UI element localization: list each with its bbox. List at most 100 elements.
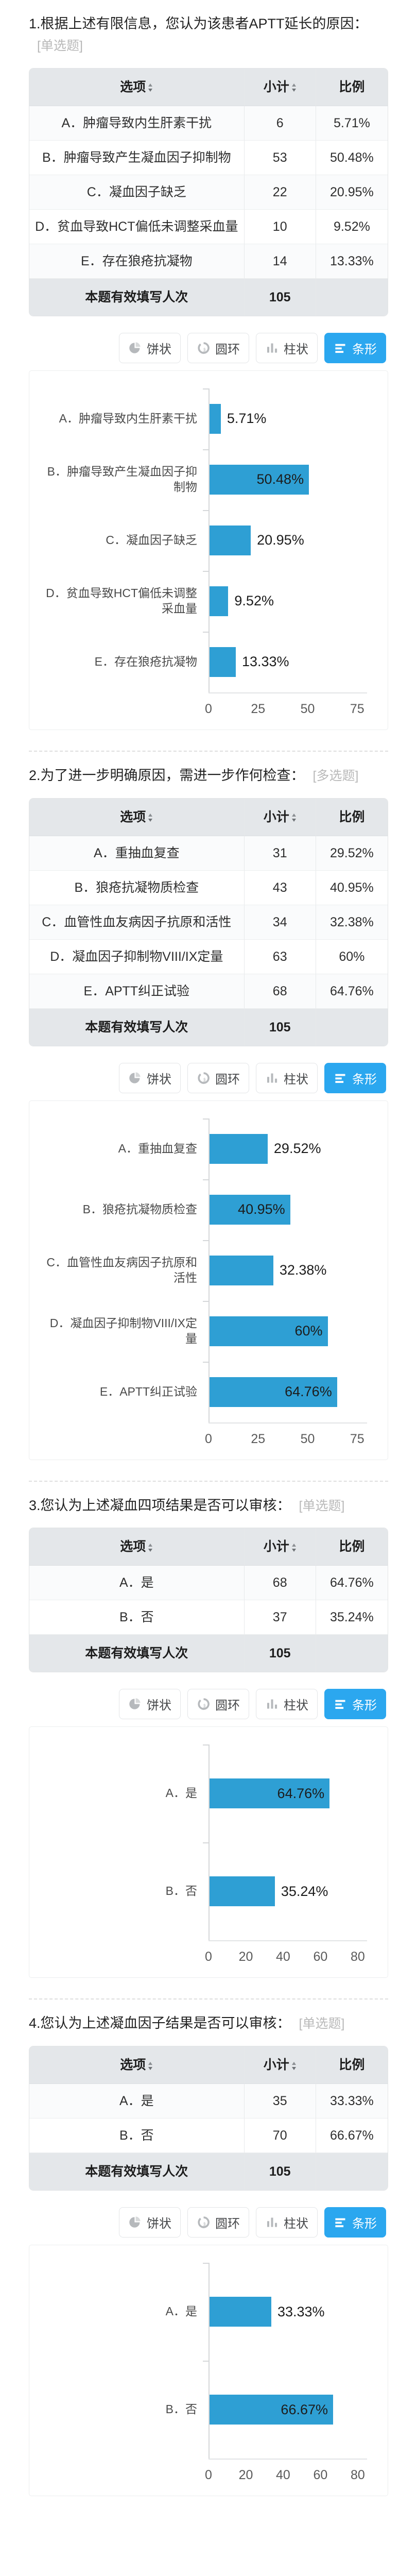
question-type-badge: [多选题] [312,768,359,783]
axis-tick-label: 25 [251,1431,266,1446]
bar-track: 50.48% [203,449,367,510]
chart-type-button-圆环[interactable]: 圆环 [187,332,249,363]
total-value: 105 [244,278,316,316]
bar-value-label: 29.52% [273,1141,321,1157]
sort-arrows-icon[interactable] [148,813,153,822]
bar-value-label: 66.67% [281,2401,328,2417]
stats-table: 选项 小计 比例 A．是 68 64.76% B．否 37 35.24% 本题有效填写人次 105 [29,1528,388,1673]
total-label: 本题有效填写人次 [29,1635,245,1672]
bar-fill[interactable] [210,1316,328,1346]
table-row: E．APTT纠正试验 68 64.76% [29,974,388,1009]
chart-type-label: 饼状 [147,2217,171,2231]
column-header-ratio: 比例 [316,2046,388,2084]
option-cell: E．存在狼疮抗凝物 [29,244,245,279]
chart-type-button-条形[interactable]: 条形 [324,332,386,363]
bar-fill[interactable] [210,647,236,677]
bar-track: 60% [203,1300,367,1362]
sort-arrows-icon[interactable] [148,83,153,92]
axis-line: 0 25 50 75 [205,1422,367,1450]
chart-type-button-条形[interactable]: 条形 [324,1689,386,1720]
bar-chart-icon [335,1074,345,1083]
sort-arrows-icon[interactable] [148,1543,153,1552]
bar-fill[interactable] [210,2395,333,2425]
sort-arrows-icon[interactable] [291,813,297,822]
table-row: B．否 37 35.24% [29,1600,388,1635]
ratio-cell: 32.38% [316,905,388,940]
chart-x-axis: 0 25 50 75 [39,1422,367,1450]
sort-arrows-icon[interactable] [291,2061,297,2071]
subtotal-cell: 6 [244,106,316,141]
chart-type-button-圆环[interactable]: 圆环 [187,2207,249,2238]
bar-fill[interactable] [210,1778,330,1809]
chart-type-button-条形[interactable]: 条形 [324,1062,386,1093]
axis-tick-label: 40 [276,1950,290,1964]
bar-category-label: B．狼疮抗凝物质检查 [82,1202,197,1216]
chart-type-button-饼状[interactable]: 饼状 [119,1689,181,1720]
chart-type-button-柱状[interactable]: 柱状 [256,332,318,363]
stats-table: 选项 小计 比例 A．肿瘤导致内生肝素干扰 6 5.71% B．肿瘤导致产生凝血因子抑制物 5… [29,67,388,316]
chart-type-button-柱状[interactable]: 柱状 [256,2207,318,2238]
option-cell: A．重抽血复查 [29,836,245,871]
bar-fill[interactable] [210,1255,273,1285]
pie-chart-icon [129,2216,141,2228]
table-header-row: 选项 小计 比例 [29,1528,388,1566]
column-header-option-label: 选项 [120,79,146,94]
total-empty-cell [316,1635,388,1672]
bar-fill[interactable] [210,1194,290,1225]
bar-fill[interactable] [210,464,309,495]
column-header-subtotal[interactable]: 小计 [244,68,316,106]
chart-type-label: 柱状 [284,1699,308,1713]
bar-value-label: 35.24% [281,1883,328,1899]
chart-type-label: 条形 [352,2217,377,2231]
bar-row: D．贫血导致HCT偏低未调整采血量 9.52% [39,570,367,632]
chart-type-button-条形[interactable]: 条形 [324,2207,386,2238]
bar-fill[interactable] [210,1377,337,1407]
axis-tick-label: 75 [350,701,364,716]
chart-type-button-柱状[interactable]: 柱状 [256,1689,318,1720]
bar-chart: A．是 33.33% B．否 66.67% 0 20 40 60 80 [29,2245,388,2497]
chart-type-label: 圆环 [215,1699,240,1713]
column-header-subtotal[interactable]: 小计 [244,798,316,836]
chart-type-button-饼状[interactable]: 饼状 [119,2207,181,2238]
survey-statistics-page: 1.根据上述有限信息，您认为该患者APTT延长的原因：[单选题] 选项 小计 比例 A．… [29,16,388,2497]
chart-type-label: 条形 [352,342,377,357]
option-cell: B．否 [29,2119,245,2154]
chart-type-toggle-group: 饼状 圆环 柱状 条形 [29,2207,388,2238]
subtotal-cell: 10 [244,209,316,244]
chart-type-button-饼状[interactable]: 饼状 [119,1062,181,1093]
bar-fill[interactable] [210,586,229,616]
sort-arrows-icon[interactable] [291,83,297,92]
total-empty-cell [316,2153,388,2191]
column-header-option[interactable]: 选项 [29,798,245,836]
column-header-option[interactable]: 选项 [29,68,245,106]
bar-category-label: A．是 [165,2304,197,2318]
ratio-cell: 40.95% [316,870,388,905]
chart-type-label: 柱状 [284,342,308,357]
bar-fill[interactable] [210,403,221,434]
chart-type-button-圆环[interactable]: 圆环 [187,1689,249,1720]
chart-type-button-饼状[interactable]: 饼状 [119,332,181,363]
chart-type-button-柱状[interactable]: 柱状 [256,1062,318,1093]
column-header-ratio: 比例 [316,1528,388,1566]
bar-fill[interactable] [210,1133,268,1164]
sort-arrows-icon[interactable] [291,1543,297,1552]
column-header-subtotal[interactable]: 小计 [244,2046,316,2084]
subtotal-cell: 31 [244,836,316,871]
table-total-row: 本题有效填写人次 105 [29,2153,388,2191]
ratio-cell: 13.33% [316,244,388,279]
bar-category-label: A．是 [165,1786,197,1800]
axis-tick-label: 20 [238,1950,253,1964]
table-total-row: 本题有效填写人次 105 [29,1008,388,1046]
column-header-subtotal[interactable]: 小计 [244,1528,316,1566]
table-row: A．是 35 33.33% [29,2084,388,2119]
bar-fill[interactable] [210,2297,271,2327]
chart-type-button-圆环[interactable]: 圆环 [187,1062,249,1093]
bar-fill[interactable] [210,1876,275,1907]
bar-row: A．是 33.33% [39,2263,367,2361]
column-header-ratio-label: 比例 [339,1539,365,1554]
sort-arrows-icon[interactable] [148,2061,153,2071]
bar-fill[interactable] [210,525,251,555]
axis-tick-label: 80 [350,2468,365,2483]
column-header-option[interactable]: 选项 [29,2046,245,2084]
column-header-option[interactable]: 选项 [29,1528,245,1566]
